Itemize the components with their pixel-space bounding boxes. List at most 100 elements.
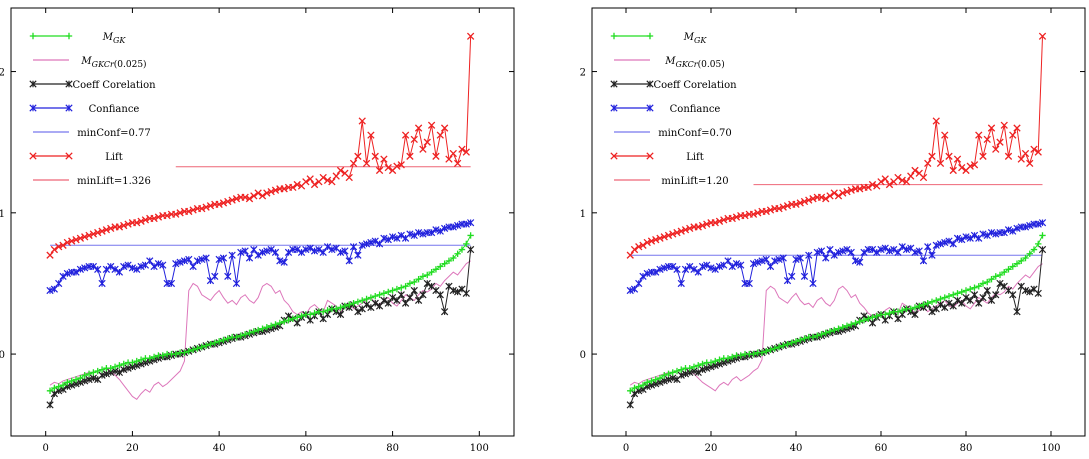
legend: MGK MGKCr(0.025) Coeff Corelation Confiance… (29, 32, 156, 187)
data-point (1004, 152, 1013, 160)
data-point (333, 305, 340, 313)
data-point (626, 401, 634, 409)
data-point (698, 262, 707, 271)
data-point (50, 285, 58, 293)
data-point (85, 231, 93, 240)
data-point (898, 243, 906, 251)
data-point (715, 217, 724, 225)
data-point (432, 152, 440, 160)
data-point (792, 200, 800, 209)
data-point (154, 213, 163, 221)
data-point (724, 257, 732, 265)
data-point (703, 220, 711, 228)
data-point (85, 375, 93, 384)
legend-label: Confiance (670, 104, 721, 115)
data-point (211, 339, 219, 346)
data-point (150, 262, 158, 271)
data-point (202, 203, 210, 211)
data-point (644, 379, 651, 386)
data-point (345, 173, 353, 182)
data-point (656, 265, 664, 273)
data-point (120, 262, 128, 271)
plot-area (626, 32, 1047, 409)
data-point (626, 251, 634, 259)
data-point (445, 155, 453, 163)
data-point (996, 279, 1004, 288)
data-point (996, 271, 1004, 279)
data-point (293, 245, 301, 254)
data-point (775, 204, 783, 213)
data-point (228, 251, 236, 259)
data-point (115, 223, 124, 231)
data-point (185, 207, 193, 216)
data-point (393, 285, 401, 293)
data-point (466, 32, 475, 40)
data-point (453, 159, 462, 168)
x-tick-label: 60 (875, 443, 888, 454)
data-point (68, 237, 76, 245)
data-point (258, 192, 267, 200)
data-point (124, 261, 132, 269)
data-point (788, 339, 795, 346)
data-point (835, 325, 842, 332)
legend-item: Confiance (610, 104, 721, 115)
data-point (258, 248, 267, 256)
data-point (1034, 220, 1042, 228)
data-point (414, 296, 423, 305)
data-point (860, 248, 868, 256)
data-point (919, 257, 928, 265)
data-point (780, 342, 787, 349)
data-point (809, 195, 817, 203)
data-point (809, 279, 817, 288)
data-point (771, 345, 778, 352)
data-point (263, 247, 271, 255)
x-tick-label: 100 (470, 443, 489, 454)
data-point (809, 333, 817, 341)
data-point (293, 180, 301, 189)
data-point (788, 272, 796, 281)
data-point (677, 227, 685, 235)
data-point (851, 257, 860, 265)
data-point (263, 189, 271, 197)
data-point (1009, 263, 1016, 270)
data-point (635, 383, 642, 390)
data-point (703, 364, 711, 372)
data-point (98, 371, 106, 379)
data-point (398, 284, 405, 291)
data-point (102, 370, 111, 378)
x-tick-label: 20 (126, 443, 139, 454)
data-point (966, 234, 974, 242)
data-point (406, 230, 414, 238)
data-point (320, 308, 327, 315)
data-point (635, 279, 643, 288)
plot-frame (591, 7, 1086, 437)
data-point (129, 359, 136, 366)
plot-frame (10, 7, 515, 437)
data-point (767, 346, 774, 354)
data-point (673, 265, 681, 273)
data-point (792, 338, 800, 345)
data-point (992, 291, 1000, 299)
data-point (176, 209, 184, 217)
data-point (762, 207, 770, 216)
data-point (384, 163, 392, 172)
data-point (801, 335, 808, 342)
data-point (406, 152, 414, 160)
data-point (50, 245, 59, 254)
legend-item: Lift (610, 152, 704, 163)
data-point (673, 367, 681, 375)
data-point (372, 292, 379, 300)
data-point (393, 162, 401, 170)
data-point (63, 269, 71, 278)
data-point (449, 149, 457, 158)
y-tick-label: 0 (0, 350, 5, 361)
data-point (678, 366, 685, 373)
data-point (467, 232, 474, 239)
data-point (1009, 291, 1017, 299)
data-point (254, 326, 262, 334)
data-point (631, 384, 638, 392)
data-point (937, 295, 944, 303)
data-point (410, 231, 418, 240)
data-point (293, 314, 301, 321)
data-point (1021, 149, 1030, 158)
